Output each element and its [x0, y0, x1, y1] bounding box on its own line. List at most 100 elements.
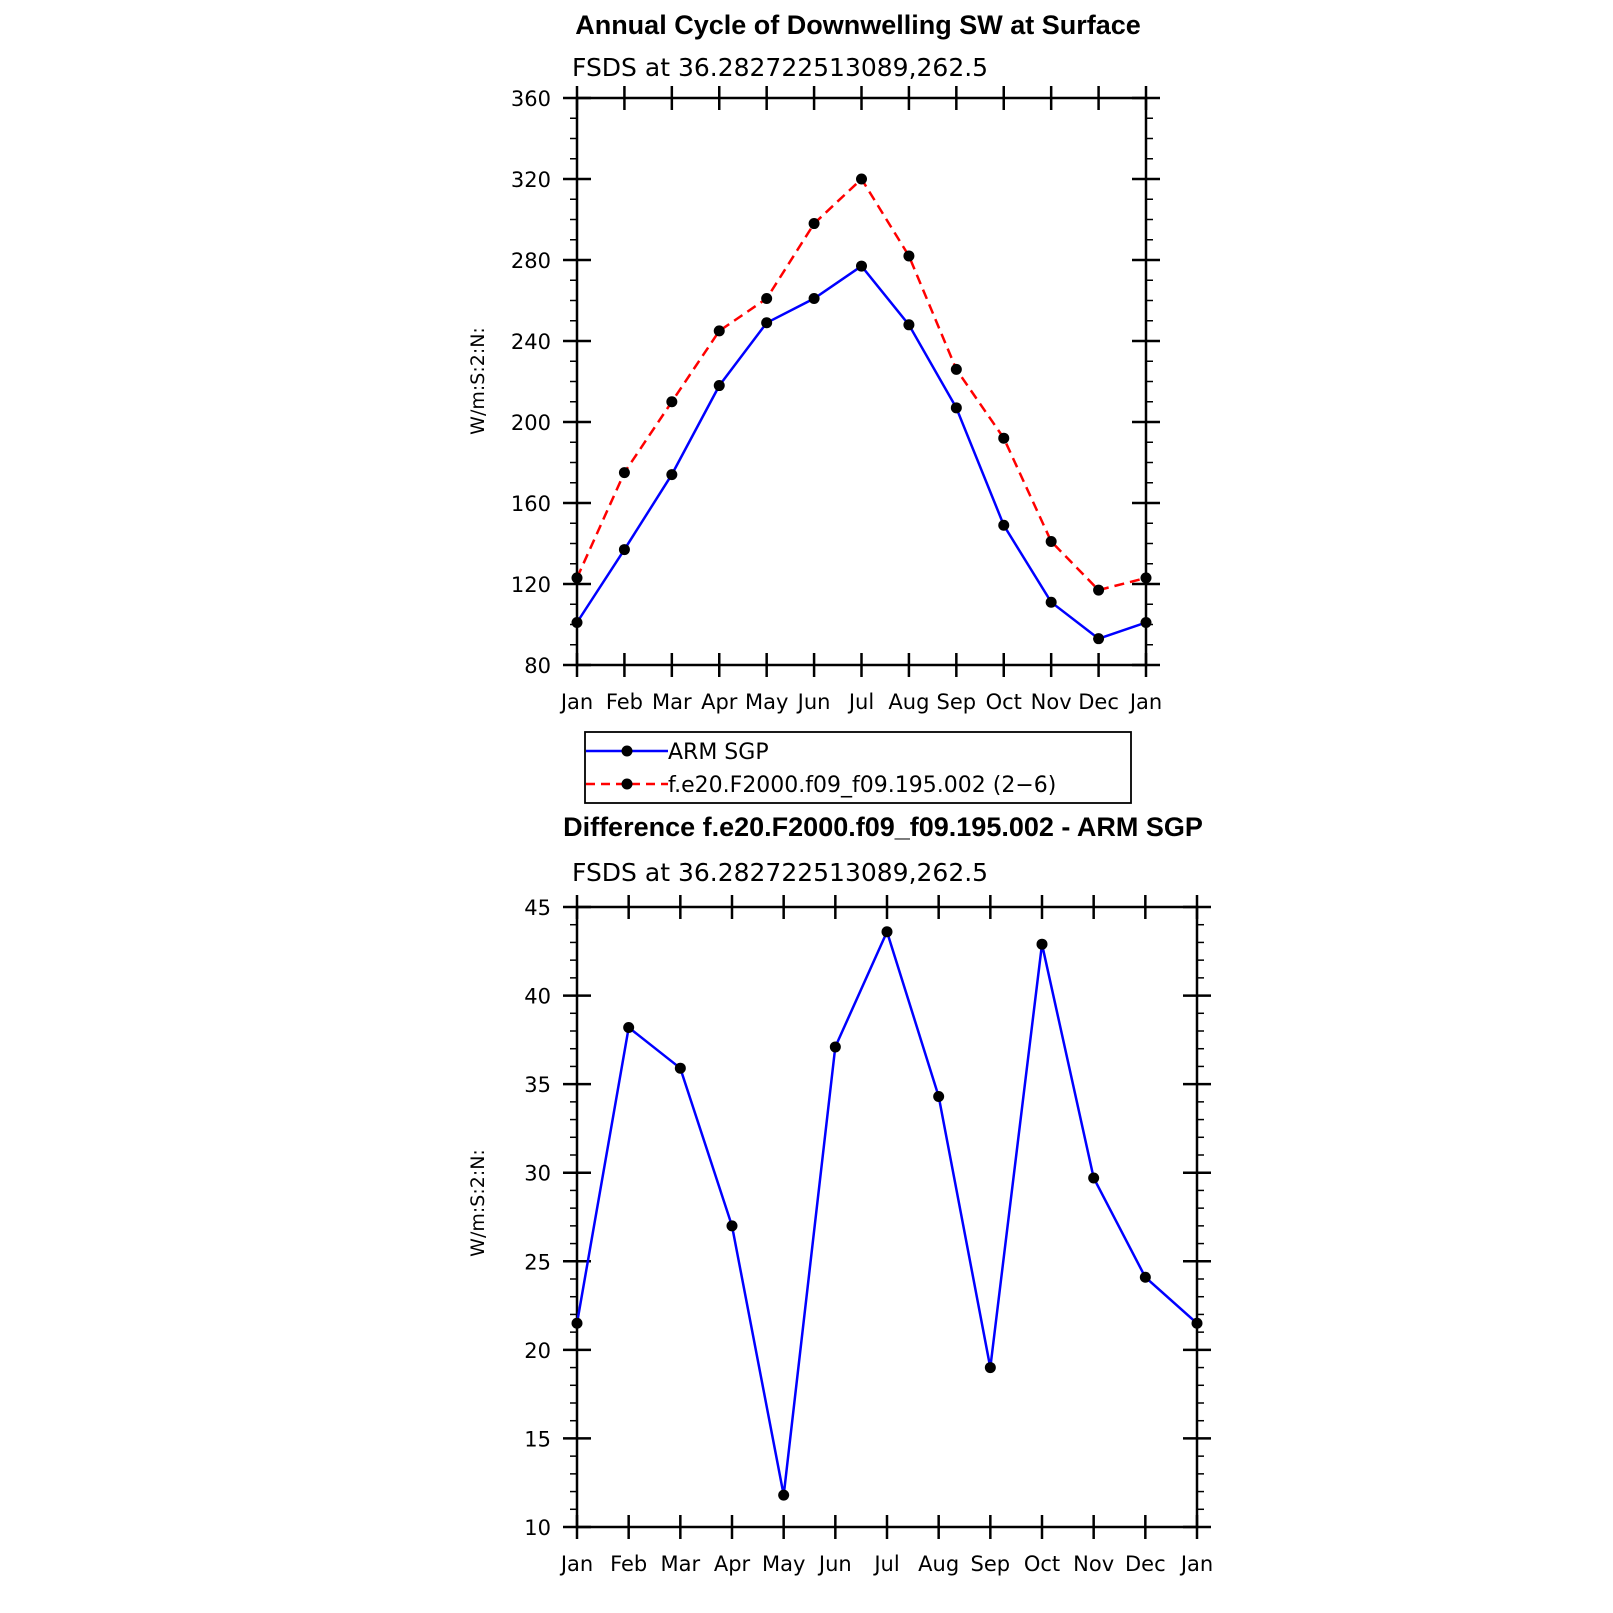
chart2-series-0-point — [726, 1220, 738, 1232]
chart2-xtick-label: Jul — [872, 1552, 899, 1576]
chart1-xtick-label: Jul — [847, 690, 874, 714]
chart1-series-0-point — [950, 402, 962, 414]
chart1-series-1-point — [808, 218, 820, 230]
chart1-ytick-label: 80 — [524, 654, 551, 678]
chart2-subtitle: FSDS at 36.282722513089,262.5 — [572, 858, 988, 887]
annual-cycle-chart: Annual Cycle of Downwelling SW at Surfac… — [467, 10, 1162, 804]
chart1-series-0-point — [808, 292, 820, 304]
chart1-series-0-point — [1140, 616, 1152, 628]
chart1-xtick-label: Feb — [606, 690, 643, 714]
chart2-ytick-label: 35 — [524, 1073, 551, 1097]
chart2-xtick-label: Oct — [1024, 1552, 1060, 1576]
chart2-xtick-label: Aug — [918, 1552, 959, 1576]
chart1-series-0-point — [618, 544, 630, 556]
chart1-series-1-point — [571, 572, 583, 584]
chart1-subtitle: FSDS at 36.282722513089,262.5 — [572, 53, 988, 82]
chart2-xtick-label: Dec — [1125, 1552, 1166, 1576]
chart2-series-0-point — [1139, 1271, 1151, 1283]
chart2-series-0-point — [571, 1317, 583, 1329]
chart1-series-1-point — [950, 363, 962, 375]
chart1-ylabel: W/m:S:2:N: — [467, 327, 489, 435]
chart1-xtick-label: Apr — [701, 690, 738, 714]
chart2-xtick-label: Jun — [817, 1552, 852, 1576]
chart2-series-0-point — [674, 1062, 686, 1074]
chart1-xtick-label: Jun — [796, 690, 831, 714]
chart2-xtick-label: Feb — [610, 1552, 647, 1576]
chart1-series-0-point — [666, 469, 678, 481]
chart2-xtick-label: Apr — [714, 1552, 751, 1576]
chart2-xtick-label: Jan — [1179, 1552, 1213, 1576]
legend-label-arm-sgp: ARM SGP — [668, 740, 769, 765]
chart1-series-1-point — [666, 396, 678, 408]
chart2-ylabel: W/m:S:2:N: — [467, 1149, 489, 1257]
chart1-xtick-label: Oct — [986, 690, 1022, 714]
chart2-series-0-point — [1088, 1172, 1100, 1184]
chart2-xtick-label: Nov — [1073, 1552, 1114, 1576]
chart2-series-0-point — [829, 1041, 841, 1053]
chart1-series-1-point — [998, 432, 1010, 444]
chart1-series-1-point — [1045, 535, 1057, 547]
chart1-axes: 80 120 160 200 240 280 320 360 Jan Feb Mar Apr May Ju… — [511, 86, 1162, 714]
legend-marker-arm-sgp — [621, 745, 633, 757]
chart1-title: Annual Cycle of Downwelling SW at Surfac… — [575, 10, 1141, 40]
chart2-ytick-label: 25 — [524, 1250, 551, 1274]
chart2-series-0-point — [623, 1021, 635, 1033]
difference-chart: Difference f.e20.F2000.f09_f09.195.002 -… — [467, 812, 1213, 1576]
chart2-series — [571, 926, 1203, 1501]
chart2-ytick-label: 40 — [524, 985, 551, 1009]
chart1-series-1-point — [856, 173, 867, 185]
chart1-series-1-point — [761, 292, 773, 304]
chart2-ytick-label: 15 — [524, 1427, 551, 1451]
chart1-legend: ARM SGP f.e20.F2000.f09_f09.195.002 (2−6… — [584, 731, 1132, 804]
chart1-xtick-label: Nov — [1031, 690, 1072, 714]
chart1-series — [571, 173, 1152, 645]
chart2-series-line-0 — [575, 928, 1198, 1496]
chart1-series-line-0 — [575, 264, 1147, 641]
chart2-series-0-point — [881, 926, 893, 938]
chart1-ytick-label: 160 — [511, 492, 551, 516]
chart1-series-0-point — [713, 380, 725, 392]
chart2-title: Difference f.e20.F2000.f09_f09.195.002 -… — [563, 812, 1203, 842]
chart1-xtick-label: Jan — [1128, 690, 1162, 714]
legend-box — [584, 731, 1132, 804]
chart2-ytick-label: 45 — [524, 896, 551, 920]
chart1-series-1-point — [1093, 584, 1105, 596]
chart1-ytick-label: 240 — [511, 330, 551, 354]
chart1-series-line-1 — [575, 177, 1147, 592]
chart2-series-0-point — [984, 1362, 996, 1374]
chart1-xtick-label: Aug — [888, 690, 929, 714]
chart1-ytick-label: 280 — [511, 249, 551, 273]
chart2-series-0-point — [933, 1091, 945, 1103]
chart2-axes: 10 15 20 25 30 35 40 45 Jan Feb Mar Apr May Jun Jul Aug… — [524, 895, 1213, 1576]
chart1-ytick-label: 320 — [511, 168, 551, 192]
legend-marker-model — [621, 778, 633, 790]
legend-label-model: f.e20.F2000.f09_f09.195.002 (2−6) — [668, 773, 1056, 798]
chart1-series-0-point — [856, 260, 867, 272]
chart2-series-0-point — [1191, 1317, 1203, 1329]
chart1-ytick-label: 200 — [511, 411, 551, 435]
chart2-xtick-label: Sep — [971, 1552, 1011, 1576]
chart1-series-0-point — [1093, 633, 1105, 645]
chart1-series-1-point — [1140, 572, 1152, 584]
chart2-series-0-point — [778, 1489, 790, 1501]
chart1-series-0-point — [998, 519, 1010, 531]
chart1-series-1-point — [713, 325, 725, 337]
chart1-ytick-label: 360 — [511, 87, 551, 111]
chart1-series-1-point — [903, 250, 915, 262]
chart1-xtick-label: Sep — [937, 690, 977, 714]
chart2-ytick-label: 20 — [524, 1339, 551, 1363]
chart2-xtick-label: Mar — [661, 1552, 701, 1576]
chart2-series-0-point — [1036, 938, 1048, 950]
chart2-plot-frame — [575, 905, 1199, 1529]
chart1-series-1-point — [618, 467, 630, 479]
chart1-series-0-point — [761, 317, 773, 329]
chart2-ytick-label: 30 — [524, 1162, 551, 1186]
chart2-xtick-label: May — [762, 1552, 805, 1576]
chart1-series-0-point — [1045, 596, 1057, 608]
chart2-xtick-label: Jan — [559, 1552, 593, 1576]
chart1-series-0-point — [903, 319, 915, 331]
chart1-xtick-label: Dec — [1078, 690, 1119, 714]
chart1-xtick-label: May — [745, 690, 788, 714]
chart1-xtick-label: Mar — [652, 690, 692, 714]
